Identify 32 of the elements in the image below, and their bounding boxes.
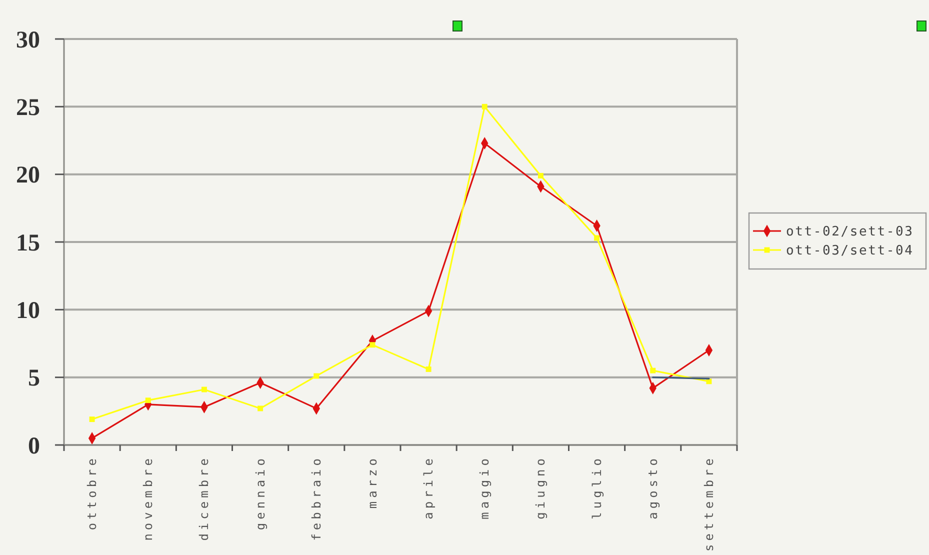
y-tick-label: 20 bbox=[16, 162, 40, 189]
x-tick-label: luglio bbox=[590, 455, 604, 520]
x-tick-label: ottobre bbox=[85, 455, 100, 530]
x-tick-label: maggio bbox=[478, 455, 492, 520]
legend-label: ott-03/sett-04 bbox=[786, 244, 914, 259]
y-tick-label: 5 bbox=[28, 366, 40, 392]
x-tick-label: aprile bbox=[422, 455, 436, 520]
point bbox=[258, 406, 264, 412]
legend-label: ott-02/sett-03 bbox=[786, 224, 914, 240]
point bbox=[314, 373, 320, 379]
point bbox=[482, 104, 488, 110]
x-tick-label: giugno bbox=[534, 455, 548, 520]
point bbox=[201, 386, 207, 392]
point bbox=[650, 368, 656, 374]
y-tick-label: 30 bbox=[16, 27, 40, 54]
x-tick-label: agosto bbox=[646, 455, 660, 520]
y-tick-label: 10 bbox=[16, 298, 40, 324]
x-tick-label: gennaio bbox=[253, 455, 268, 530]
x-tick-label: febbraio bbox=[309, 455, 324, 541]
x-tick-label: settembre bbox=[702, 455, 716, 552]
point bbox=[538, 172, 544, 178]
point bbox=[145, 398, 151, 404]
point bbox=[594, 235, 600, 241]
x-tick-label: novembre bbox=[141, 455, 156, 541]
x-tick-label: marzo bbox=[365, 455, 380, 509]
y-tick-label: 0 bbox=[28, 433, 40, 460]
x-tick-label: dicembre bbox=[197, 455, 212, 541]
y-tick-label: 25 bbox=[16, 95, 40, 122]
point bbox=[89, 416, 95, 422]
y-tick-label: 15 bbox=[16, 230, 40, 256]
point bbox=[426, 366, 432, 372]
point bbox=[370, 342, 376, 348]
